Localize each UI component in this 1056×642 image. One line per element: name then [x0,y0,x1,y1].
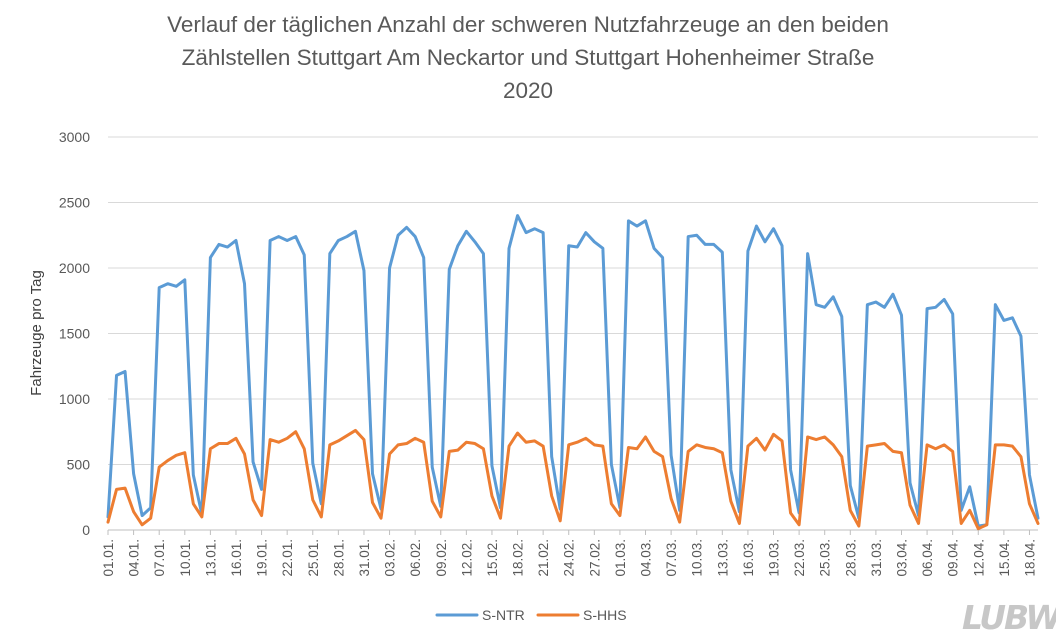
x-tick-label: 07.03. [664,539,679,577]
chart-title: Verlauf der täglichen Anzahl der schwere… [0,8,1056,107]
x-tick-label: 03.02. [383,539,398,577]
x-tick-label: 04.01. [127,539,142,577]
x-tick-label: 28.01. [331,539,346,577]
x-tick-label: 09.02. [434,539,449,577]
y-tick-label: 1500 [59,326,90,342]
x-tick-label: 01.01. [101,539,116,577]
x-tick-label: 10.03. [690,539,705,577]
x-tick-label: 24.02. [562,539,577,577]
x-tick-label: 06.02. [408,539,423,577]
x-tick-label: 25.01. [306,539,321,577]
x-tick-label: 03.04. [894,539,909,577]
chart-title-line-2: Zählstellen Stuttgart Am Neckartor und S… [181,45,875,70]
y-tick-label: 2500 [59,195,90,211]
x-axis-ticks: 01.01. 04.01. 07.01. 10.01. 13.01. 16.01. 19.0… [101,530,1037,577]
x-tick-label: 07.01. [152,539,167,577]
y-tick-label: 3000 [59,129,90,145]
x-tick-label: 06.04. [920,539,935,577]
y-tick-label: 2000 [59,260,90,276]
legend-item-s-hhs: S-HHS [536,607,627,623]
x-tick-label: 10.01. [178,539,193,577]
legend-label: S-HHS [583,607,627,623]
x-tick-label: 31.01. [357,539,372,577]
x-tick-label: 22.03. [792,539,807,577]
chart-title-line-3: 2020 [502,78,554,103]
series-line-s-ntr [106,214,1040,528]
x-tick-label: 28.03. [843,539,858,577]
chart-title-line-1: Verlauf der täglichen Anzahl der schwere… [167,12,889,37]
x-tick-label: 13.03. [715,539,730,577]
legend-label: S-NTR [482,607,525,623]
x-tick-label: 15.04. [997,539,1012,577]
lubw-logo: LUBW [962,598,1056,637]
x-tick-label: 16.03. [741,539,756,577]
legend: S-NTR S-HHS [435,607,627,623]
x-tick-label: 13.01. [203,539,218,577]
x-tick-label: 09.04. [946,539,961,577]
x-tick-label: 27.02. [587,539,602,577]
x-tick-label: 19.01. [255,539,270,577]
x-tick-label: 19.03. [767,539,782,577]
x-tick-label: 15.02. [485,539,500,577]
x-tick-label: 04.03. [639,539,654,577]
legend-item-s-ntr: S-NTR [435,607,525,623]
x-tick-label: 18.04. [1022,539,1037,577]
x-tick-label: 22.01. [280,539,295,577]
series-lines [106,214,1040,531]
y-tick-label: 1000 [59,391,90,407]
x-tick-label: 18.02. [511,539,526,577]
x-tick-label: 12.02. [459,539,474,577]
series-line-s-hhs [106,428,1040,531]
x-tick-label: 31.03. [869,539,884,577]
x-tick-label: 01.03. [613,539,628,577]
x-tick-label: 25.03. [818,539,833,577]
x-tick-label: 16.01. [229,539,244,577]
y-axis-ticks: 0 500 1000 1500 2000 2500 3000 [59,129,90,538]
y-tick-label: 0 [82,522,90,538]
x-tick-label: 21.02. [536,539,551,577]
x-tick-label: 12.04. [971,539,986,577]
y-tick-label: 500 [67,457,91,473]
y-axis-label: Fahrzeuge pro Tag [28,270,45,396]
